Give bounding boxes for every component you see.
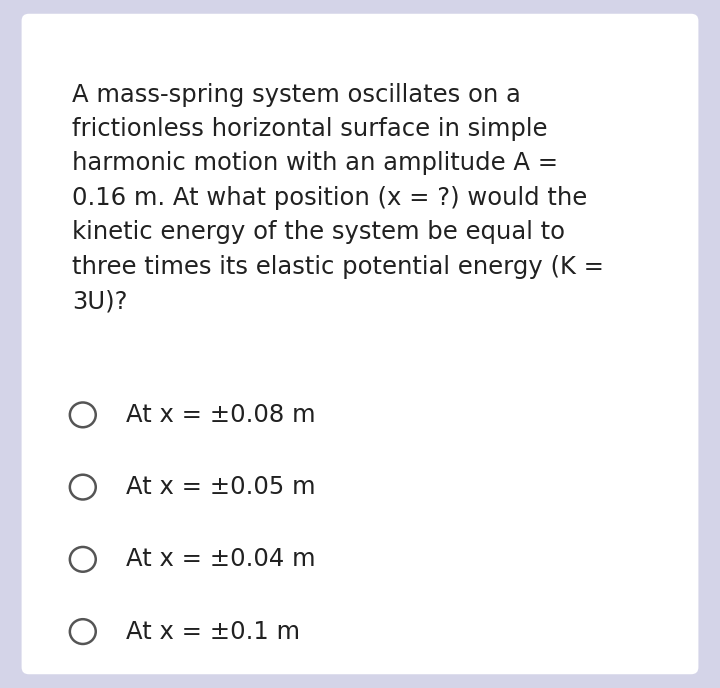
Text: A mass-spring system oscillates on a
frictionless horizontal surface in simple
h: A mass-spring system oscillates on a fri… (72, 83, 604, 313)
Text: At x = ±0.05 m: At x = ±0.05 m (126, 475, 315, 499)
Text: At x = ±0.1 m: At x = ±0.1 m (126, 620, 300, 643)
FancyBboxPatch shape (22, 14, 698, 674)
Text: At x = ±0.04 m: At x = ±0.04 m (126, 548, 315, 571)
Text: At x = ±0.08 m: At x = ±0.08 m (126, 403, 315, 427)
